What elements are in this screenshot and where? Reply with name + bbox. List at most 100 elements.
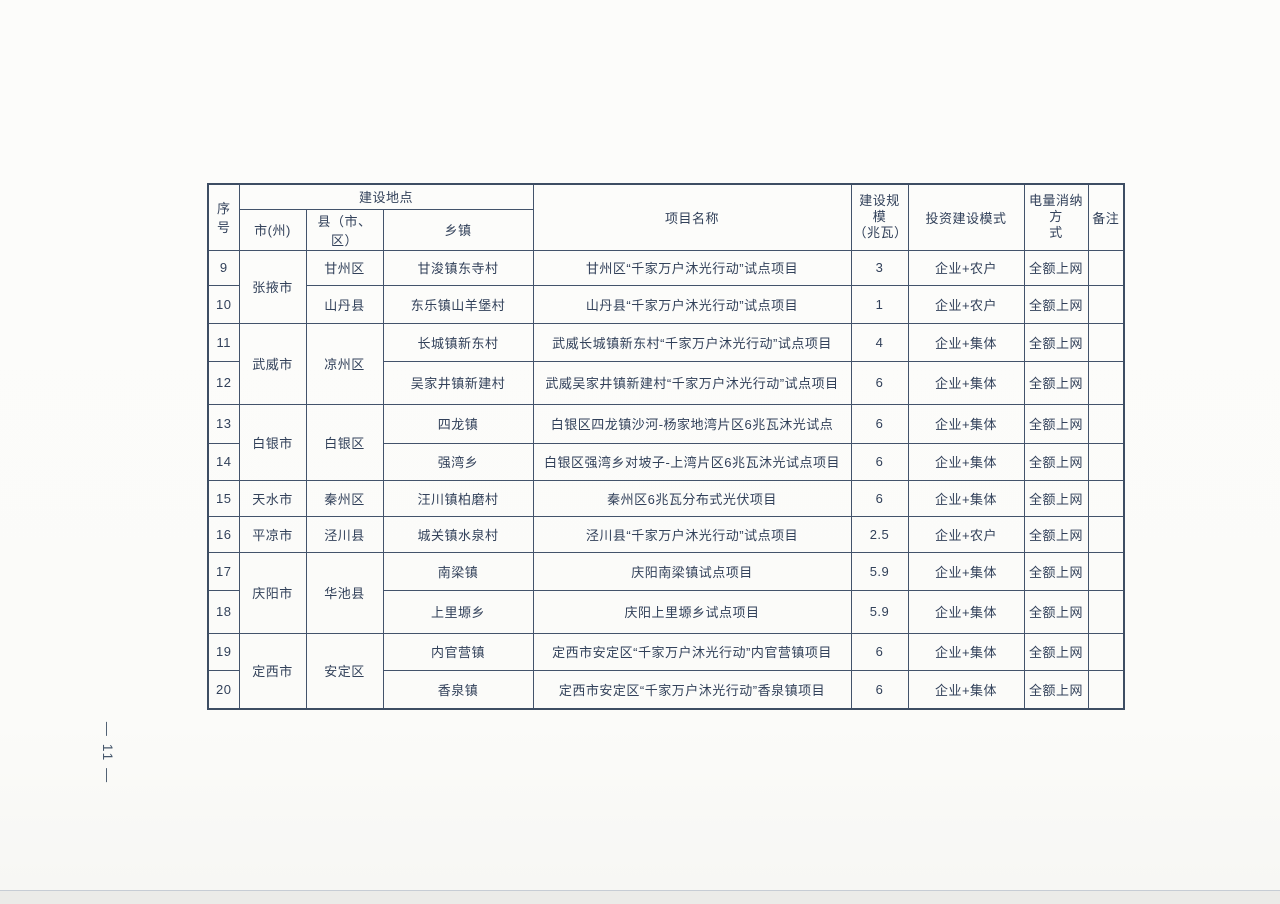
cell-remark — [1087, 632, 1125, 671]
cell-town: 内官营镇 — [382, 632, 534, 671]
cell-mode: 企业+集体 — [907, 360, 1025, 405]
cell-project: 定西市安定区“千家万户沐光行动”内官营镇项目 — [532, 632, 852, 671]
table-row: 19 定西市 安定区 内官营镇 定西市安定区“千家万户沐光行动”内官营镇项目 6… — [207, 632, 1125, 710]
cell-remark — [1087, 515, 1125, 553]
cell-remark — [1087, 360, 1125, 405]
cell-remark — [1087, 669, 1125, 710]
table-row: 16 平凉市 泾川县 城关镇水泉村 泾川县“千家万户沐光行动”试点项目 2.5 … — [207, 515, 1125, 553]
col-header-project: 项目名称 — [532, 183, 852, 251]
table-row: 11 武威市 凉州区 长城镇新东村 武威长城镇新东村“千家万户沐光行动”试点项目… — [207, 322, 1125, 405]
cell-consumption: 全额上网 — [1023, 360, 1089, 405]
cell-remark — [1087, 403, 1125, 444]
cell-mode: 企业+集体 — [907, 669, 1025, 710]
cell-index: 15 — [207, 479, 240, 517]
table-row: 12 吴家井镇新建村 武威吴家井镇新建村“千家万户沐光行动”试点项目 6 企业+… — [207, 360, 1125, 405]
cell-index: 16 — [207, 515, 240, 553]
cell-county: 甘州区 — [305, 249, 384, 286]
cell-index: 19 — [207, 632, 240, 671]
cell-city: 张掖市 — [238, 249, 307, 324]
cell-remark — [1087, 479, 1125, 517]
table-row: 20 香泉镇 定西市安定区“千家万户沐光行动”香泉镇项目 6 企业+集体 全额上… — [207, 669, 1125, 710]
cell-remark — [1087, 249, 1125, 286]
cell-scale: 5.9 — [850, 551, 909, 591]
cell-index: 18 — [207, 589, 240, 634]
cell-town: 强湾乡 — [382, 442, 534, 481]
cell-town: 南梁镇 — [382, 551, 534, 591]
table-row: 17 庆阳市 华池县 南梁镇 庆阳南梁镇试点项目 5.9 企业+集体 全额上网 — [207, 551, 1125, 634]
cell-project: 武威长城镇新东村“千家万户沐光行动”试点项目 — [532, 322, 852, 362]
cell-consumption: 全额上网 — [1023, 249, 1089, 286]
cell-county: 泾川县 — [305, 515, 384, 553]
cell-consumption: 全额上网 — [1023, 551, 1089, 591]
cell-scale: 5.9 — [850, 589, 909, 634]
cell-mode: 企业+集体 — [907, 442, 1025, 481]
cell-remark — [1087, 322, 1125, 362]
cell-index: 10 — [207, 284, 240, 324]
cell-scale: 6 — [850, 442, 909, 481]
cell-project: 庆阳上里塬乡试点项目 — [532, 589, 852, 634]
cell-town: 东乐镇山羊堡村 — [382, 284, 534, 324]
col-header-town: 乡镇 — [382, 208, 534, 251]
table-row: 15 天水市 秦州区 汪川镇柏磨村 秦州区6兆瓦分布式光伏项目 6 企业+集体 … — [207, 479, 1125, 517]
cell-mode: 企业+集体 — [907, 403, 1025, 444]
cell-county: 凉州区 — [305, 322, 384, 405]
cell-county: 秦州区 — [305, 479, 384, 517]
cell-town: 甘浚镇东寺村 — [382, 249, 534, 286]
cell-mode: 企业+集体 — [907, 551, 1025, 591]
cell-remark — [1087, 442, 1125, 481]
cell-scale: 6 — [850, 479, 909, 517]
cell-mode: 企业+农户 — [907, 515, 1025, 553]
cell-county: 白银区 — [305, 403, 384, 481]
table-row: 13 白银市 白银区 四龙镇 白银区四龙镇沙河-杨家地湾片区6兆瓦沐光试点 6 … — [207, 403, 1125, 481]
projects-table: 序号 建设地点 项目名称 建设规模 （兆瓦） 投资建设模式 电量消纳方 式 备注… — [207, 183, 1125, 710]
cell-project: 山丹县“千家万户沐光行动”试点项目 — [532, 284, 852, 324]
cell-scale: 6 — [850, 403, 909, 444]
col-header-scale: 建设规模 （兆瓦） — [850, 183, 909, 251]
cell-consumption: 全额上网 — [1023, 403, 1089, 444]
cell-consumption: 全额上网 — [1023, 284, 1089, 324]
cell-project: 秦州区6兆瓦分布式光伏项目 — [532, 479, 852, 517]
cell-remark — [1087, 551, 1125, 591]
cell-mode: 企业+集体 — [907, 479, 1025, 517]
cell-project: 定西市安定区“千家万户沐光行动”香泉镇项目 — [532, 669, 852, 710]
col-header-mode: 投资建设模式 — [907, 183, 1025, 251]
cell-mode: 企业+农户 — [907, 284, 1025, 324]
cell-consumption: 全额上网 — [1023, 479, 1089, 517]
cell-scale: 1 — [850, 284, 909, 324]
cell-index: 17 — [207, 551, 240, 591]
cell-consumption: 全额上网 — [1023, 632, 1089, 671]
cell-city: 定西市 — [238, 632, 307, 710]
col-header-city: 市(州) — [238, 208, 307, 251]
cell-index: 12 — [207, 360, 240, 405]
cell-mode: 企业+集体 — [907, 589, 1025, 634]
table-row: 18 上里塬乡 庆阳上里塬乡试点项目 5.9 企业+集体 全额上网 — [207, 589, 1125, 634]
cell-consumption: 全额上网 — [1023, 589, 1089, 634]
cell-town: 吴家井镇新建村 — [382, 360, 534, 405]
cell-remark — [1087, 284, 1125, 324]
cell-mode: 企业+农户 — [907, 249, 1025, 286]
table-row: 14 强湾乡 白银区强湾乡对坡子-上湾片区6兆瓦沐光试点项目 6 企业+集体 全… — [207, 442, 1125, 481]
cell-project: 白银区四龙镇沙河-杨家地湾片区6兆瓦沐光试点 — [532, 403, 852, 444]
cell-index: 9 — [207, 249, 240, 286]
cell-mode: 企业+集体 — [907, 322, 1025, 362]
col-header-remark: 备注 — [1087, 183, 1125, 251]
header-row-1: 序号 建设地点 项目名称 建设规模 （兆瓦） 投资建设模式 电量消纳方 式 备注 — [207, 183, 1125, 251]
cell-remark — [1087, 589, 1125, 634]
table-row: 10 山丹县 东乐镇山羊堡村 山丹县“千家万户沐光行动”试点项目 1 企业+农户… — [207, 284, 1125, 324]
cell-mode: 企业+集体 — [907, 632, 1025, 671]
cell-town: 香泉镇 — [382, 669, 534, 710]
cell-project: 甘州区“千家万户沐光行动”试点项目 — [532, 249, 852, 286]
cell-scale: 6 — [850, 632, 909, 671]
cell-index: 11 — [207, 322, 240, 362]
col-header-consumption: 电量消纳方 式 — [1023, 183, 1089, 251]
page-number: — 11 — — [100, 721, 116, 785]
cell-town: 四龙镇 — [382, 403, 534, 444]
cell-city: 武威市 — [238, 322, 307, 405]
cell-index: 14 — [207, 442, 240, 481]
scan-bottom-edge — [0, 890, 1280, 904]
cell-index: 20 — [207, 669, 240, 710]
cell-city: 白银市 — [238, 403, 307, 481]
cell-index: 13 — [207, 403, 240, 444]
cell-scale: 3 — [850, 249, 909, 286]
